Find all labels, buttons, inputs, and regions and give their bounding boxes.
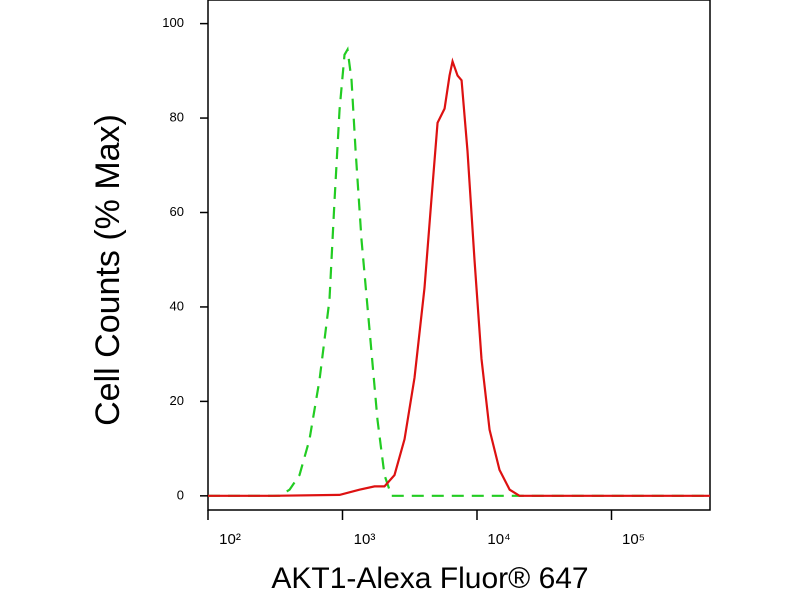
plot-frame (207, 0, 711, 511)
series-line (208, 46, 710, 497)
series-line (208, 57, 710, 497)
y-axis-title: Cell Counts (% Max) (89, 114, 127, 426)
y-tick-label: 60 (170, 204, 184, 219)
x-tick-label: 10⁴ (487, 531, 510, 548)
y-tick-label: 100 (162, 15, 184, 30)
x-tick-label: 10⁵ (622, 531, 645, 548)
y-tick-label: 80 (170, 109, 184, 124)
y-tick-label: 20 (170, 393, 184, 408)
x-tick-label: 10³ (354, 531, 376, 548)
y-tick-label: 40 (170, 298, 184, 313)
y-tick-label: 0 (177, 487, 184, 502)
x-tick-label: 10² (219, 531, 241, 548)
x-axis-title: AKT1-Alexa Fluor® 647 (271, 562, 588, 595)
